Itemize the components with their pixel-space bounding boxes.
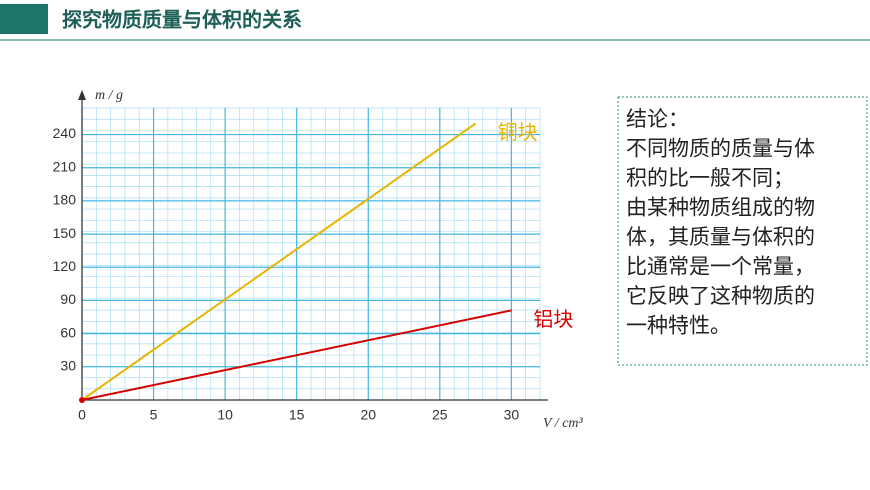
header-block	[0, 4, 48, 34]
x-axis-label: V / cm³	[543, 416, 584, 431]
x-tick-label: 25	[432, 407, 448, 423]
conclusion-line: 它反映了这种物质的	[626, 284, 815, 308]
conclusion-line: 一种特性。	[626, 314, 731, 338]
y-axis-label: m / g	[95, 88, 123, 103]
conclusion-line: 由某种物质组成的物	[626, 196, 815, 220]
origin-dot	[79, 397, 85, 403]
conclusion-line: 比通常是一个常量，	[626, 255, 815, 279]
series-line	[81, 122, 477, 401]
y-arrow	[78, 90, 86, 100]
x-tick-label: 0	[78, 407, 86, 423]
conclusion-line: 积的比一般不同；	[626, 166, 794, 190]
series-line	[81, 309, 512, 401]
y-tick-label: 120	[53, 258, 77, 274]
y-tick-label: 240	[53, 125, 77, 141]
conclusion-line: 体，其质量与体积的	[626, 225, 815, 249]
x-tick-label: 30	[504, 407, 520, 423]
x-tick-label: 15	[289, 407, 305, 423]
conclusion-box	[617, 96, 868, 366]
y-tick-label: 150	[53, 225, 77, 241]
slide-title: 探究物质质量与体积的关系	[62, 8, 302, 32]
series-label: 铝块	[533, 307, 573, 331]
conclusion-line: 不同物质的质量与体	[626, 137, 815, 161]
y-tick-label: 180	[53, 192, 77, 208]
conclusion-line: 结论：	[626, 107, 689, 131]
y-tick-label: 90	[60, 291, 76, 307]
y-tick-label: 60	[60, 324, 76, 340]
x-tick-label: 5	[150, 407, 158, 423]
y-tick-label: 30	[60, 358, 76, 374]
y-tick-label: 210	[53, 158, 77, 174]
x-tick-label: 10	[217, 407, 233, 423]
series-label: 铜块	[498, 120, 538, 144]
x-tick-label: 20	[360, 407, 376, 423]
